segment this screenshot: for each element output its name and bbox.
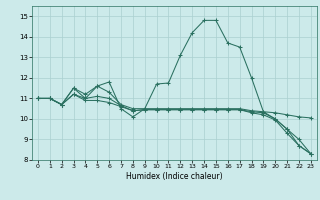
X-axis label: Humidex (Indice chaleur): Humidex (Indice chaleur): [126, 172, 223, 181]
